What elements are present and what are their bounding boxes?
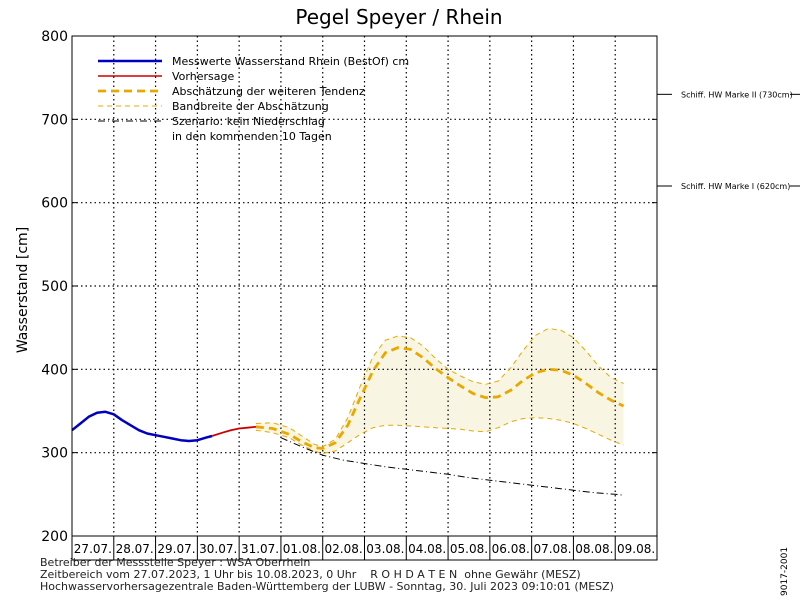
legend: Messwerte Wasserstand Rhein (BestOf) cm V…: [98, 55, 409, 143]
forecast-series-line: [211, 425, 256, 437]
grid-lines: [71, 36, 658, 560]
reference-markers: Schiff. HW Marke II (730cm) Schiff. HW Ma…: [657, 90, 800, 191]
x-tick-label: 09.08.: [617, 542, 655, 556]
y-axis-label: Wasserstand [cm]: [15, 227, 31, 353]
series-lines: [71, 328, 625, 454]
x-tick-label: 27.07.: [74, 542, 112, 556]
legend-entry: Messwerte Wasserstand Rhein (BestOf) cm: [172, 55, 409, 68]
footer-publisher: Hochwasservorhersagezentrale Baden-Württ…: [40, 580, 614, 593]
version-label: 9017-2001: [780, 546, 790, 596]
reference-label: Schiff. HW Marke II (730cm): [681, 90, 793, 99]
x-tick-label: 31.07.: [241, 542, 279, 556]
x-tick-label: 06.08.: [492, 542, 530, 556]
y-tick-label: 400: [41, 362, 68, 378]
scenario-line: [280, 437, 624, 496]
x-tick-label: 03.08.: [366, 542, 404, 556]
y-tick-label: 500: [41, 279, 68, 295]
x-tick-label: 02.08.: [325, 542, 363, 556]
y-tick-labels: 200 300 400 500 600 700 800: [41, 29, 657, 545]
x-tick-label: 08.08.: [575, 542, 613, 556]
y-tick-label: 800: [41, 29, 68, 45]
legend-entry: Bandbreite der Abschätzung: [172, 100, 329, 113]
x-tick-label: 01.08.: [283, 542, 321, 556]
reference-label: Schiff. HW Marke I (620cm): [681, 182, 790, 191]
x-tick-label: 29.07.: [157, 542, 195, 556]
x-tick-labels: 27.07. 28.07. 29.07. 30.07. 31.07. 01.08. 02.0…: [74, 542, 655, 556]
x-tick-label: 28.07.: [116, 542, 154, 556]
x-tick-label: 05.08.: [450, 542, 488, 556]
band-upper-line: [255, 328, 624, 448]
y-tick-label: 700: [41, 112, 68, 128]
x-tick-label: 04.08.: [408, 542, 446, 556]
uncertainty-band-fill: [255, 328, 624, 454]
footer-time-range: Zeitbereich vom 27.07.2023, 1 Uhr bis 10…: [40, 568, 581, 581]
chart-title: Pegel Speyer / Rhein: [295, 5, 502, 29]
footer-operator: Betreiber der Messstelle Speyer : WSA Ob…: [40, 556, 311, 569]
legend-entry: Abschätzung der weiteren Tendenz: [172, 85, 365, 98]
x-tick-label: 30.07.: [199, 542, 237, 556]
legend-entry: Vorhersage: [172, 70, 234, 83]
y-tick-label: 300: [41, 446, 68, 462]
legend-entry: in den kommenden 10 Tagen: [172, 130, 332, 143]
band-area: [255, 328, 624, 454]
scenario-series: [280, 437, 624, 496]
y-tick-label: 600: [41, 196, 68, 212]
tendency-series-line: [255, 346, 625, 450]
y-tick-label: 200: [41, 529, 68, 545]
legend-entry: Szenario: kein Niederschlag: [172, 115, 325, 128]
plot-frame: [71, 35, 658, 561]
x-tick-label: 07.08.: [533, 542, 571, 556]
measured-series-line: [71, 410, 213, 443]
